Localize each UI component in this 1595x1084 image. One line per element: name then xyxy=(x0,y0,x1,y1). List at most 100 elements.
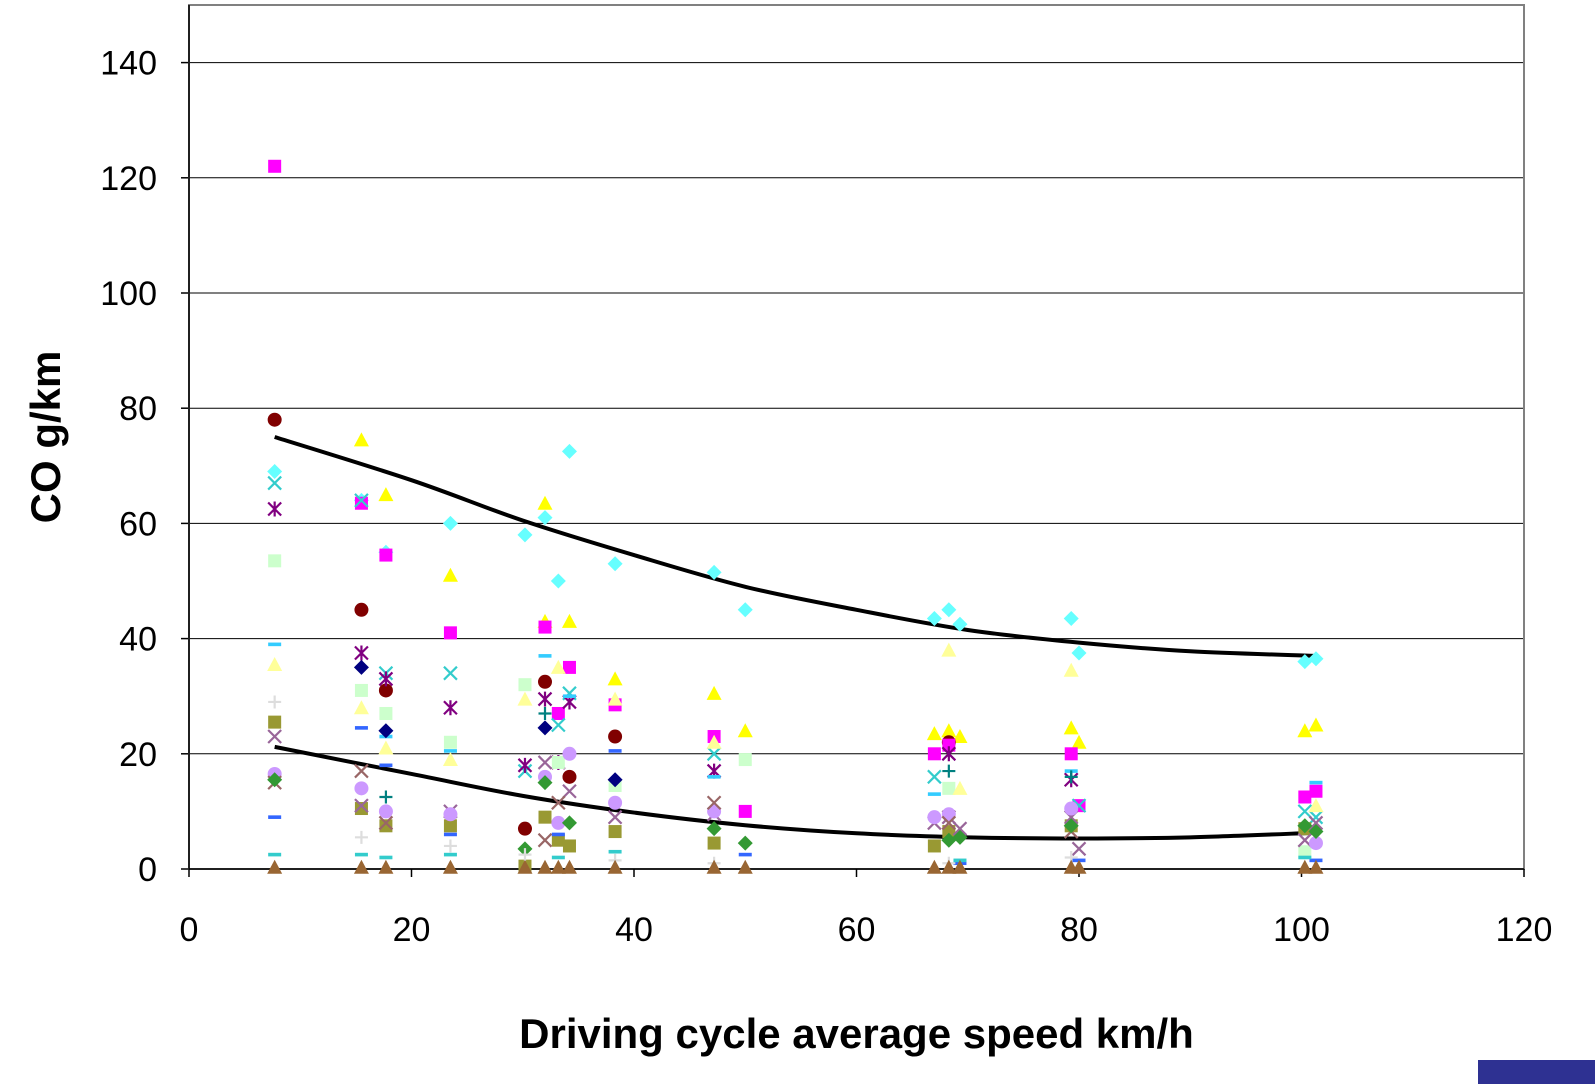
data-point-plus xyxy=(354,830,368,844)
data-point-diamond xyxy=(442,515,458,531)
y-tick-labels: 0 20 40 60 80 100 120 140 xyxy=(100,45,157,889)
data-point-diamond xyxy=(607,772,623,788)
data-point-dash xyxy=(1309,780,1323,785)
data-point-triangle xyxy=(1308,798,1324,813)
x-tick-label: 20 xyxy=(393,911,431,949)
data-point-dash xyxy=(379,763,393,768)
data-point-x xyxy=(378,815,394,831)
axes xyxy=(188,5,1525,877)
trendlines xyxy=(274,435,1317,841)
data-point-asterisk xyxy=(537,691,553,707)
data-point-x xyxy=(562,783,577,799)
data-point-diamond xyxy=(537,775,553,791)
data-point-square xyxy=(608,825,622,839)
data-point-square xyxy=(738,753,752,767)
data-markers xyxy=(267,159,1324,874)
data-point-diamond xyxy=(537,720,553,736)
data-point-diamond xyxy=(537,510,553,526)
data-point-triangle xyxy=(1071,859,1087,874)
x-tick-label: 80 xyxy=(1060,911,1098,949)
data-point-triangle xyxy=(1297,859,1313,874)
data-point-square xyxy=(1298,790,1312,804)
data-point-asterisk xyxy=(267,501,282,517)
data-point-square xyxy=(551,706,565,720)
data-point-x xyxy=(1308,809,1324,825)
data-point-square xyxy=(354,496,368,510)
data-point-triangle xyxy=(737,859,753,874)
data-point-x xyxy=(443,665,458,681)
data-point-diamond xyxy=(941,832,957,848)
x-tick-label: 0 xyxy=(180,911,199,949)
data-point-triangle xyxy=(941,723,957,738)
data-point-triangle xyxy=(941,859,957,874)
data-point-diamond xyxy=(1063,610,1079,626)
data-point-diamond xyxy=(1308,651,1324,667)
data-point-diamond xyxy=(952,616,968,632)
y-tick-label: 0 xyxy=(138,851,157,889)
data-point-plus xyxy=(379,790,393,804)
data-point-circle xyxy=(378,804,393,819)
data-point-square xyxy=(1309,784,1323,798)
data-point-x xyxy=(706,795,722,811)
y-tick-label: 80 xyxy=(119,390,157,428)
data-point-diamond xyxy=(378,723,394,739)
data-point-circle xyxy=(267,412,282,427)
data-point-circle xyxy=(354,781,369,796)
data-point-triangle xyxy=(706,859,722,874)
data-point-asterisk xyxy=(354,645,369,661)
data-point-triangle xyxy=(517,691,533,706)
data-point-square xyxy=(707,836,721,850)
data-point-dash xyxy=(443,852,457,857)
data-point-triangle xyxy=(1063,720,1079,735)
data-point-square xyxy=(443,735,457,749)
data-point-diamond xyxy=(1308,824,1324,840)
trendline-upper xyxy=(274,435,1317,658)
data-point-circle xyxy=(562,769,577,784)
data-point-square xyxy=(268,715,282,729)
data-point-triangle xyxy=(607,671,623,686)
data-point-diamond xyxy=(561,815,577,831)
data-point-plus xyxy=(1064,770,1078,784)
data-point-x xyxy=(354,763,369,779)
data-point-diamond xyxy=(926,610,942,626)
data-point-dash xyxy=(443,749,457,753)
gridlines xyxy=(181,61,1524,870)
data-point-triangle xyxy=(442,859,458,874)
data-point-square xyxy=(354,802,368,816)
x-tick-label: 100 xyxy=(1273,911,1330,949)
data-point-triangle xyxy=(1308,717,1324,732)
data-point-circle xyxy=(608,729,623,744)
data-point-triangle xyxy=(550,859,566,874)
data-point-plus xyxy=(518,848,532,862)
data-point-circle xyxy=(551,815,566,830)
x-axis-title: Driving cycle average speed km/h xyxy=(519,1010,1194,1057)
data-point-triangle xyxy=(561,859,577,874)
data-point-square xyxy=(379,819,393,833)
data-point-diamond xyxy=(952,829,968,845)
data-point-plus xyxy=(443,839,457,853)
data-point-triangle xyxy=(941,642,957,657)
data-point-dash xyxy=(379,855,393,860)
data-point-circle xyxy=(538,674,552,689)
data-point-square xyxy=(562,839,576,853)
data-point-square xyxy=(1298,845,1312,859)
data-point-x xyxy=(706,746,722,762)
data-point-triangle xyxy=(1063,662,1079,677)
data-point-triangle xyxy=(550,659,566,674)
data-point-triangle xyxy=(952,780,968,795)
y-tick-label: 120 xyxy=(100,160,157,198)
data-point-triangle xyxy=(353,432,369,447)
data-point-square xyxy=(443,819,457,833)
data-point-dash xyxy=(538,654,552,658)
data-point-dash xyxy=(608,849,622,854)
data-point-diamond xyxy=(1297,818,1313,834)
data-point-triangle xyxy=(706,734,722,749)
data-point-square xyxy=(738,804,752,818)
corner-accent-bar xyxy=(1478,1060,1595,1084)
data-point-square xyxy=(562,660,576,674)
data-point-diamond xyxy=(706,821,722,837)
data-point-triangle xyxy=(378,859,394,874)
data-point-triangle xyxy=(517,859,533,874)
data-point-triangle xyxy=(378,740,394,755)
data-point-triangle xyxy=(353,700,369,715)
